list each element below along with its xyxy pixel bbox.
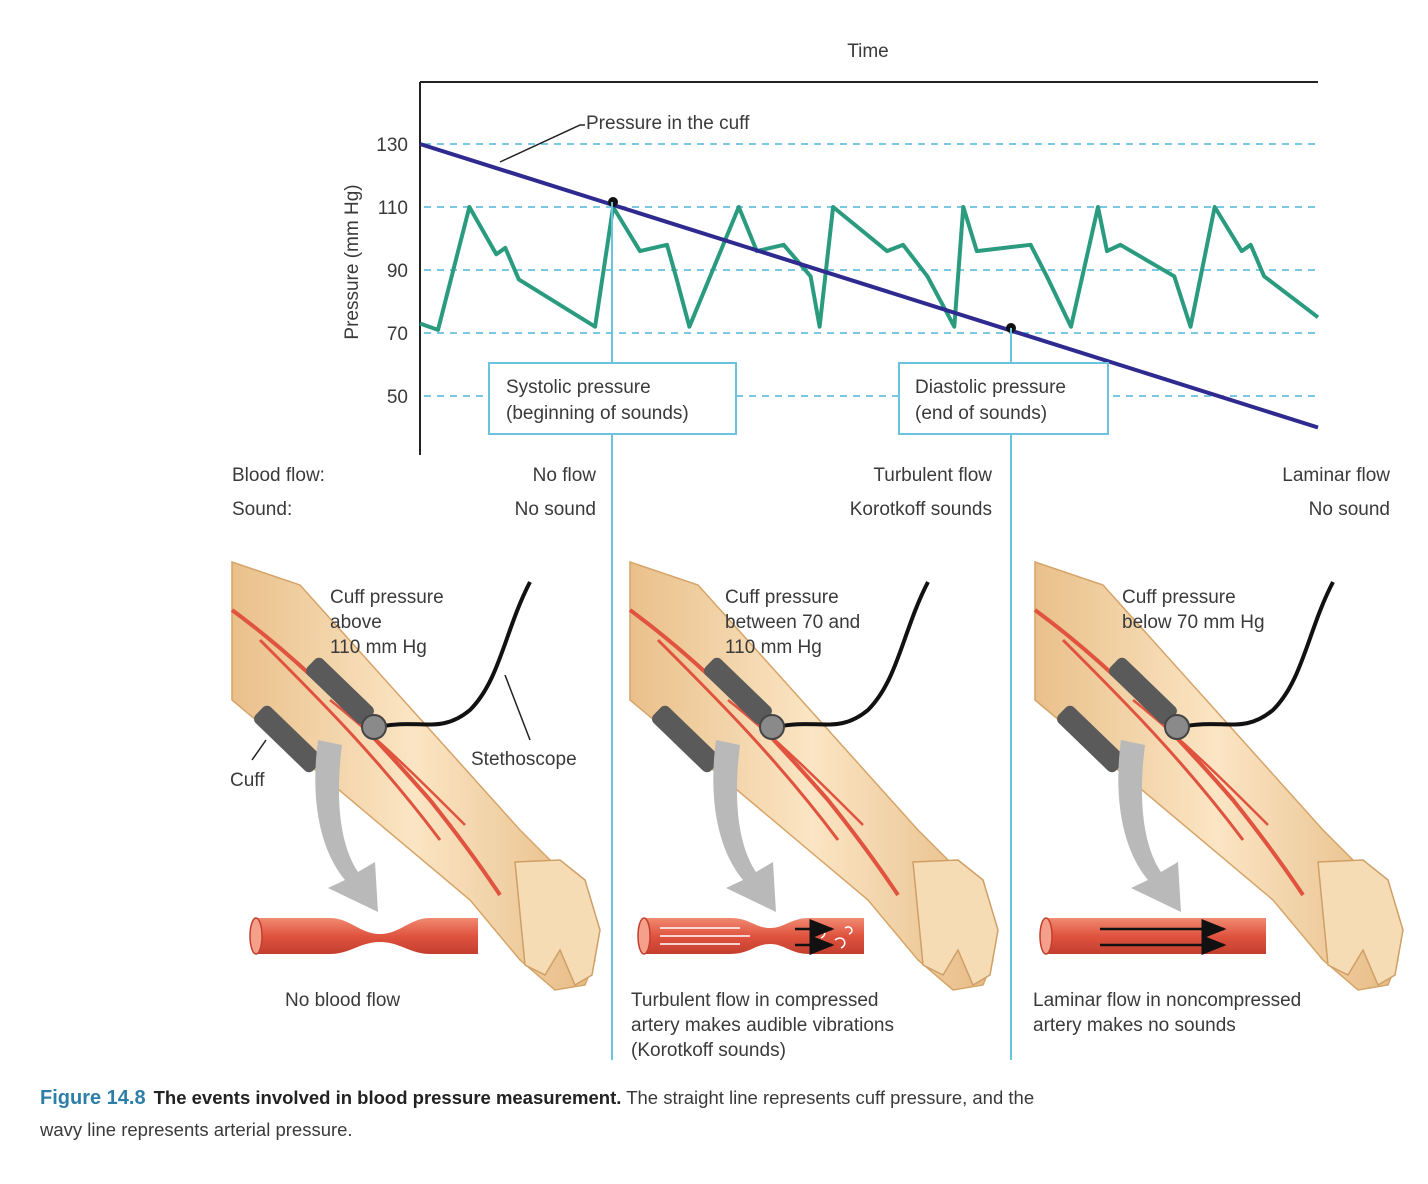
panel-2-cuff-text-3: 110 mm Hg <box>725 637 822 658</box>
compression-arrow <box>315 740 378 912</box>
x-axis-label: Time <box>847 41 889 62</box>
panel-3-cuff-text-2: below 70 mm Hg <box>1122 612 1265 633</box>
stethoscope-tube <box>1180 581 1335 729</box>
panel-2-bottom-text-1: Turbulent flow in compressed <box>631 990 878 1011</box>
panel-1: Stethoscope Cuff Cuff pressure above 110… <box>230 560 601 1011</box>
panel-2-bottom-text-2: artery makes audible vibrations <box>631 1015 894 1036</box>
flow-col-1: No flow <box>533 465 597 486</box>
stethoscope-head <box>1164 714 1190 740</box>
cuff-strap-upper <box>704 657 772 725</box>
y-tick-label-130: 130 <box>376 135 408 156</box>
y-tick-label-50: 50 <box>387 387 408 408</box>
artery-occluded <box>249 917 478 955</box>
compression-arrow <box>713 740 776 912</box>
stethoscope-head <box>361 714 387 740</box>
panel-1-bottom-text-1: No blood flow <box>285 990 400 1011</box>
panel-3-bottom-text-2: artery makes no sounds <box>1033 1015 1236 1036</box>
systolic-box-line2: (beginning of sounds) <box>506 403 689 424</box>
arterial-pressure-line <box>419 205 1320 332</box>
cuff-strap-upper <box>306 657 374 725</box>
y-tick-label-90: 90 <box>387 261 408 282</box>
pressure-chart: Time Pressure (mm Hg) 130 110 90 70 50 Press… <box>342 41 1320 455</box>
y-tick-labels: 130 110 90 70 50 <box>376 135 408 408</box>
panel-1-cuff-text-1: Cuff pressure <box>330 587 444 608</box>
cuff-line-callout-leader <box>499 124 585 163</box>
gridlines <box>424 143 1318 397</box>
panel-2-cuff-text-1: Cuff pressure <box>725 587 839 608</box>
figure-caption: Figure 14.8 The events involved in blood … <box>40 1082 1040 1145</box>
systolic-box: Systolic pressure (beginning of sounds) <box>488 362 737 435</box>
y-tick-label-70: 70 <box>387 324 408 345</box>
y-axis-label: Pressure (mm Hg) <box>342 184 363 339</box>
cuff-strap-upper <box>1109 657 1177 725</box>
panel-2: Cuff pressure between 70 and 110 mm Hg T… <box>628 560 999 1061</box>
cuff-callout: Cuff <box>230 770 265 791</box>
panel-3-bottom-text-1: Laminar flow in noncompressed <box>1033 990 1301 1011</box>
cuff-strap-lower <box>652 705 720 773</box>
sound-label: Sound: <box>232 499 292 520</box>
figure-title: The events involved in blood pressure me… <box>153 1087 622 1108</box>
cuff-line-callout: Pressure in the cuff <box>586 113 750 134</box>
panel-1-cuff-text-2: above <box>330 612 382 633</box>
artery-turbulent <box>637 917 864 955</box>
diastolic-box-line2: (end of sounds) <box>915 403 1047 424</box>
sound-col-1: No sound <box>515 499 596 520</box>
diastolic-box-line1: Diastolic pressure <box>915 377 1066 398</box>
cuff-strap-lower <box>1057 705 1125 773</box>
cuff-leader <box>251 739 267 761</box>
compression-arrow <box>1118 740 1181 912</box>
diastolic-box: Diastolic pressure (end of sounds) <box>898 362 1109 435</box>
flow-col-2: Turbulent flow <box>873 465 992 486</box>
panel-3: Cuff pressure below 70 mm Hg Laminar flo… <box>1033 560 1404 1036</box>
bp-figure: Time Pressure (mm Hg) 130 110 90 70 50 Press… <box>230 41 1404 1061</box>
panel-2-bottom-text-3: (Korotkoff sounds) <box>631 1040 786 1061</box>
stethoscope-leader <box>504 674 531 741</box>
cuff-strap-lower <box>254 705 322 773</box>
figure-description: The straight line represents cuff pressu… <box>40 1087 1035 1140</box>
systolic-box-line1: Systolic pressure <box>506 377 651 398</box>
panel-1-cuff-text-3: 110 mm Hg <box>330 637 427 658</box>
panel-2-cuff-text-2: between 70 and <box>725 612 860 633</box>
y-tick-label-110: 110 <box>378 198 408 219</box>
sound-col-2: Korotkoff sounds <box>850 499 992 520</box>
stethoscope-callout: Stethoscope <box>471 749 577 770</box>
artery-laminar <box>1039 917 1266 955</box>
stethoscope-head <box>759 714 785 740</box>
stethoscope-tube <box>775 581 930 729</box>
flow-sound-rows: Blood flow: Sound: No flow No sound Turb… <box>232 465 1390 520</box>
figure-number: Figure 14.8 <box>40 1087 146 1109</box>
blood-flow-label: Blood flow: <box>232 465 325 486</box>
cuff-pressure-line <box>419 142 1319 430</box>
stethoscope-tube <box>377 581 532 729</box>
sound-col-3: No sound <box>1309 499 1390 520</box>
flow-col-3: Laminar flow <box>1282 465 1390 486</box>
panel-3-cuff-text-1: Cuff pressure <box>1122 587 1236 608</box>
